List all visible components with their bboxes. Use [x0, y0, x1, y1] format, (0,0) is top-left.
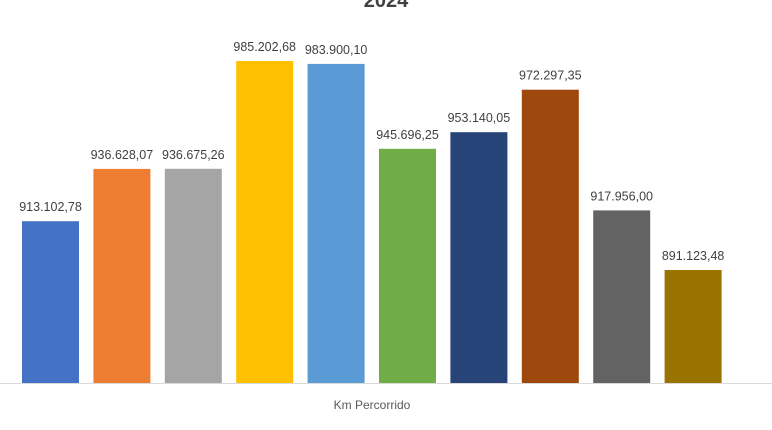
bar-value-label-9: 917.956,00: [590, 189, 653, 203]
x-axis-label: Km Percorrido: [334, 398, 411, 412]
bar-9: [593, 210, 651, 383]
chart-title: 2024: [363, 0, 409, 12]
bar-1: [22, 221, 79, 383]
bar-value-label-7: 953.140,05: [448, 111, 511, 125]
bar-4: [236, 61, 294, 383]
bar-value-label-6: 945.696,25: [376, 128, 439, 142]
bar-value-label-4: 985.202,68: [233, 40, 296, 54]
bar-value-label-1: 913.102,78: [19, 200, 82, 214]
bar-5: [307, 63, 365, 384]
bar-2: [93, 168, 151, 383]
bar-value-label-2: 936.628,07: [91, 148, 154, 162]
bar-value-label-5: 983.900,10: [305, 43, 368, 57]
bar-3: [164, 168, 222, 383]
bar-value-label-10: 891.123,48: [662, 249, 725, 263]
bar-value-label-8: 972.297,35: [519, 69, 582, 83]
bar-6: [379, 148, 436, 383]
bars-group: 913.102,78 936.628,07 936.675,26 985.202,68…: [19, 40, 725, 384]
bar-value-label-3: 936.675,26: [162, 148, 225, 162]
bar-8: [521, 89, 579, 383]
bar-10: [664, 270, 722, 383]
bar-7: [450, 132, 508, 383]
